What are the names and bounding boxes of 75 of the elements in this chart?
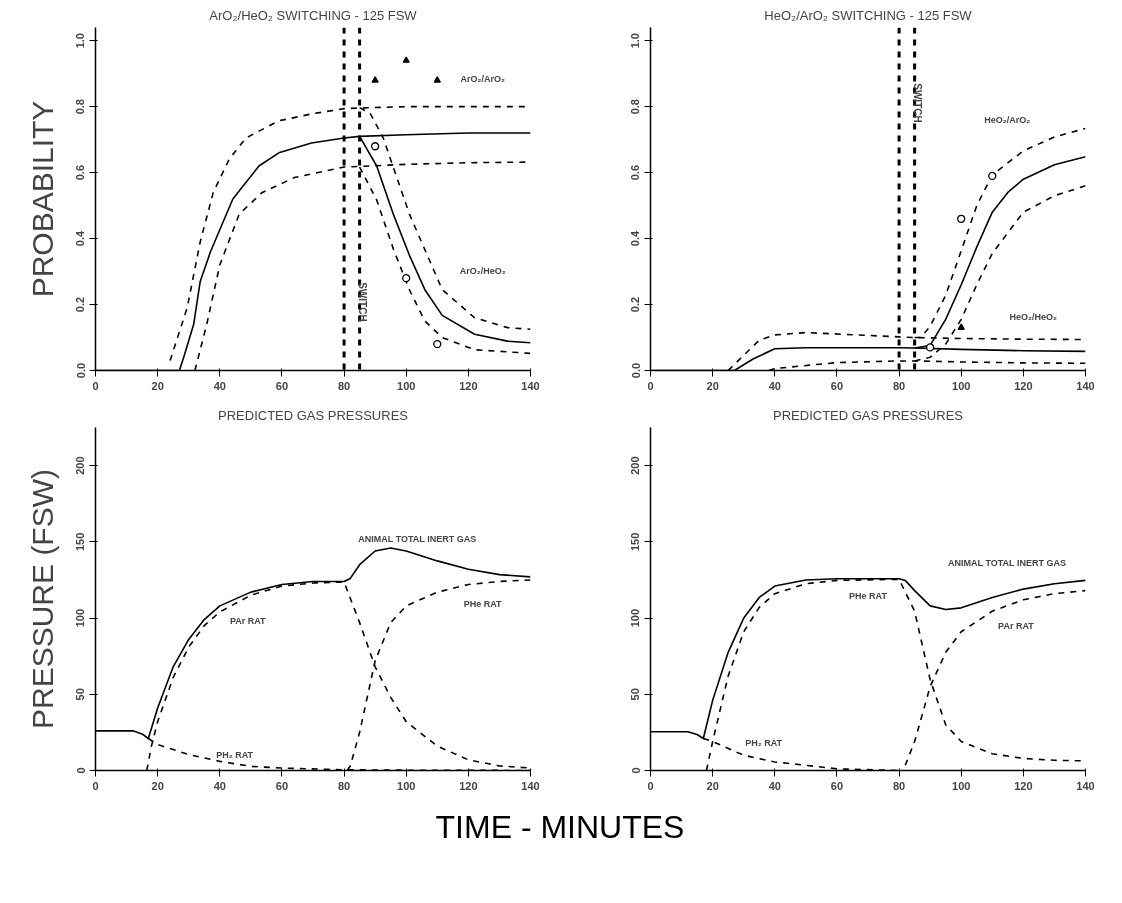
annotation: PHe RAT	[463, 599, 503, 610]
x-tick-label: 120	[459, 779, 478, 792]
chart-title: PREDICTED GAS PRESSURES	[218, 407, 409, 423]
x-tick-label: 20	[151, 379, 164, 392]
x-tick-label: 80	[892, 779, 906, 792]
y-tick-label: 100	[74, 608, 87, 628]
y-tick-label: 0.6	[629, 164, 642, 181]
y-tick-label: 200	[629, 456, 642, 475]
ref-line-label: SWITCH	[911, 83, 923, 123]
y-axis-title: PROBABILITY	[25, 100, 59, 298]
ref-line-label: SWITCH	[356, 282, 368, 322]
x-tick-label: 0	[647, 779, 654, 792]
y-axis-title: PRESSURE (FSW)	[25, 468, 59, 729]
x-tick-label: 80	[337, 379, 351, 392]
y-tick-label: 0.8	[74, 99, 87, 115]
x-tick-label: 140	[521, 779, 540, 792]
x-tick-label: 40	[213, 779, 226, 792]
annotation: ArO₂/HeO₂	[459, 266, 506, 277]
x-tick-label: 20	[151, 779, 164, 792]
x-tick-label: 20	[706, 379, 719, 392]
x-tick-label: 0	[647, 379, 654, 392]
y-tick-label: 0.8	[629, 99, 642, 115]
x-tick-label: 140	[1076, 779, 1095, 792]
x-tick-label: 60	[275, 779, 289, 792]
annotation: PH₂ RAT	[216, 750, 254, 761]
y-tick-label: 150	[74, 532, 87, 552]
annotation: PAr RAT	[998, 621, 1035, 632]
y-tick-label: 200	[74, 456, 87, 475]
y-tick-label: 0.2	[629, 296, 642, 313]
annotation: PAr RAT	[229, 616, 267, 627]
y-tick-label: 0	[629, 767, 642, 774]
y-tick-label: 0.6	[74, 164, 87, 181]
x-tick-label: 40	[768, 379, 781, 392]
x-tick-label: 100	[952, 779, 971, 792]
x-tick-label: 0	[92, 779, 99, 792]
x-tick-label: 20	[706, 779, 719, 792]
annotation: ANIMAL TOTAL INERT GAS	[358, 533, 477, 544]
x-tick-label: 100	[952, 379, 971, 392]
y-tick-label: 1.0	[629, 33, 642, 49]
x-tick-label: 100	[397, 779, 416, 792]
x-tick-label: 120	[1014, 779, 1033, 792]
x-tick-label: 0	[92, 379, 99, 392]
y-tick-label: 0.2	[74, 296, 87, 313]
x-tick-label: 40	[768, 779, 781, 792]
x-tick-label: 80	[337, 779, 351, 792]
x-tick-label: 60	[830, 379, 844, 392]
y-tick-label: 1.0	[74, 33, 87, 49]
annotation: ArO₂/ArO₂	[460, 73, 505, 84]
y-tick-label: 50	[629, 688, 642, 701]
annotation: ANIMAL TOTAL INERT GAS	[948, 557, 1066, 568]
annotation: HeO₂/ArO₂	[984, 115, 1031, 126]
x-tick-label: 140	[1076, 379, 1095, 392]
y-tick-label: 150	[629, 532, 642, 552]
x-tick-label: 120	[1014, 379, 1033, 392]
x-tick-label: 40	[213, 379, 226, 392]
x-tick-label: 80	[892, 379, 906, 392]
y-tick-label: 0	[74, 767, 87, 774]
annotation: PHe RAT	[849, 590, 888, 601]
chart-title: ArO₂/HeO₂ SWITCHING - 125 FSW	[209, 7, 418, 23]
x-tick-label: 60	[275, 379, 289, 392]
y-tick-label: 0.4	[74, 230, 87, 247]
annotation: HeO₂/HeO₂	[1009, 312, 1058, 323]
y-tick-label: 50	[74, 688, 87, 701]
y-tick-label: 0.4	[629, 230, 642, 247]
x-tick-label: 120	[459, 379, 478, 392]
y-tick-label: 0.0	[74, 362, 87, 379]
x-tick-label: 60	[830, 779, 844, 792]
y-tick-label: 100	[629, 608, 642, 628]
annotation: PH₂ RAT	[745, 738, 783, 749]
chart-title: PREDICTED GAS PRESSURES	[773, 407, 964, 423]
x-tick-label: 100	[397, 379, 416, 392]
x-tick-label: 140	[521, 379, 540, 392]
chart-title: HeO₂/ArO₂ SWITCHING - 125 FSW	[764, 7, 973, 23]
x-axis-title: TIME - MINUTES	[435, 808, 685, 847]
y-tick-label: 0.0	[629, 362, 642, 379]
